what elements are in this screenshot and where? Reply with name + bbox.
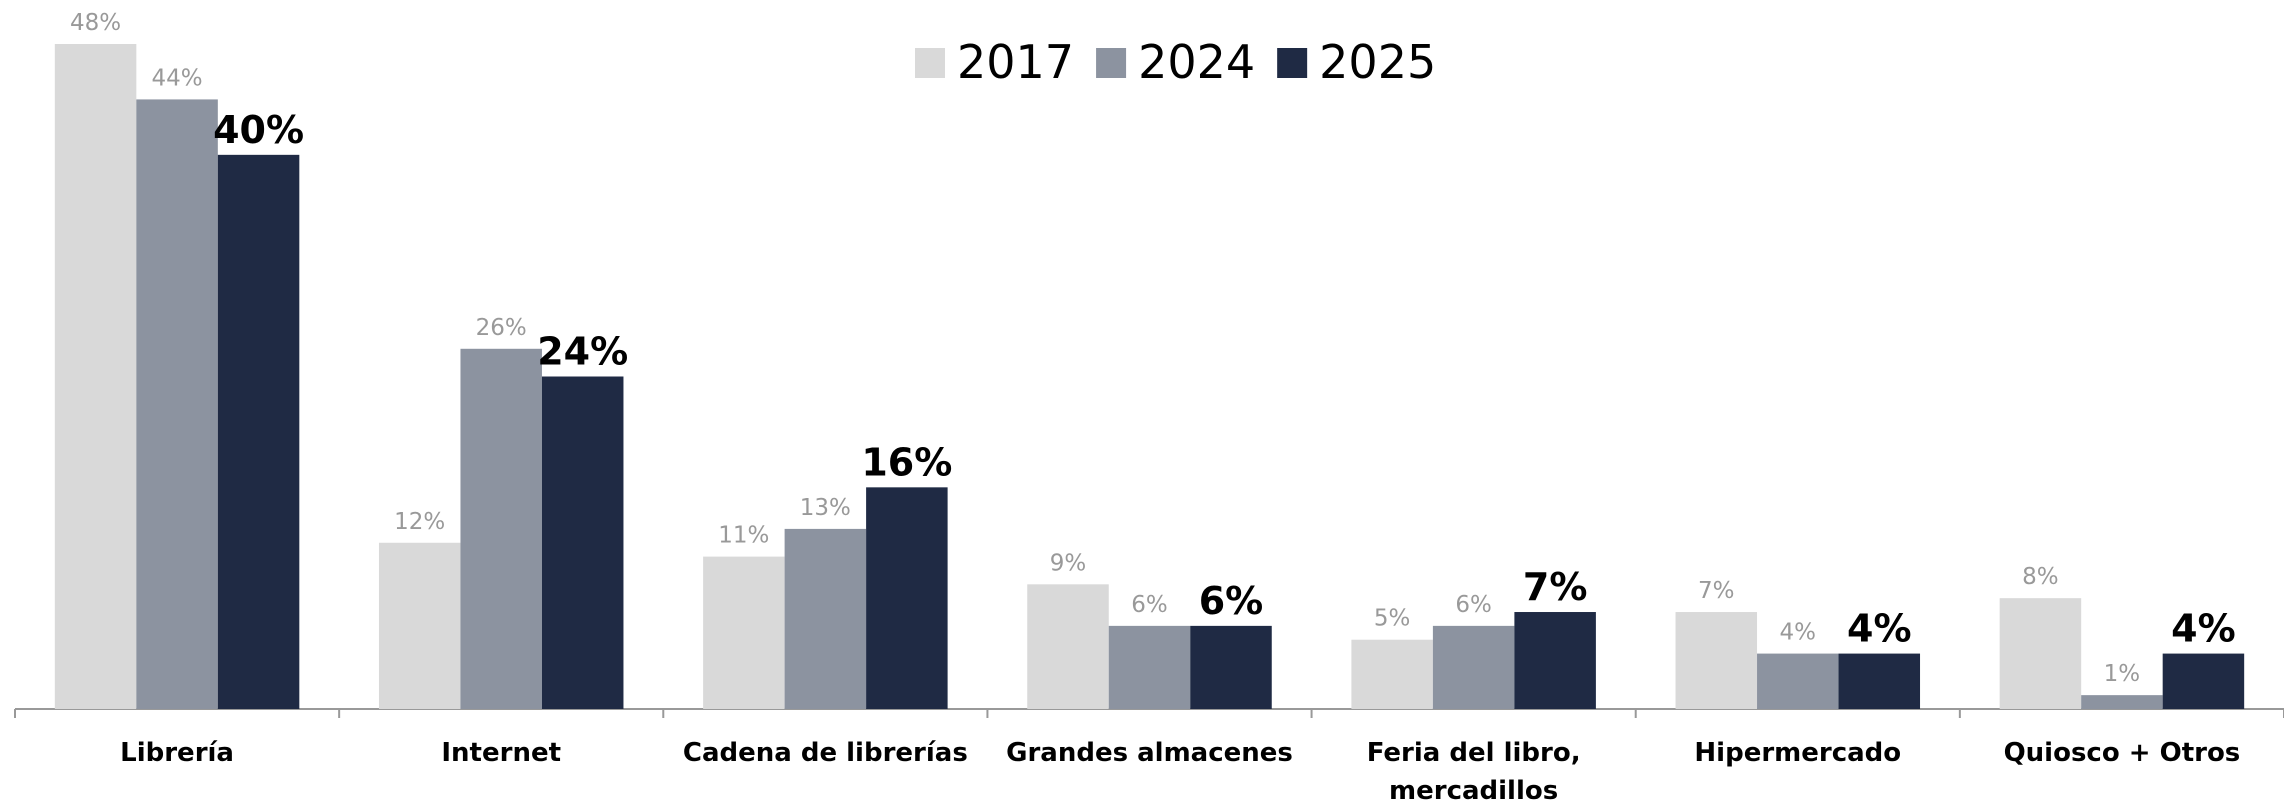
bar [866, 487, 948, 709]
x-tick-label: Hipermercado [1694, 738, 1902, 768]
bar [1351, 639, 1433, 709]
value-label: 5% [1374, 606, 1411, 632]
value-label: 1% [2104, 661, 2141, 687]
bar [378, 542, 461, 709]
bar [1027, 584, 1109, 709]
value-label: 24% [537, 330, 628, 374]
bar [1757, 653, 1839, 709]
bar [136, 99, 218, 709]
x-tick-label: Grandes almacenes [1006, 738, 1293, 768]
value-label: 12% [394, 509, 445, 535]
x-tick-label: Feria del libro, mercadillos [1366, 738, 1581, 803]
value-label: 6% [1455, 592, 1492, 618]
bar [1108, 625, 1191, 709]
value-label: 16% [861, 440, 952, 484]
value-label: 6% [1199, 579, 1264, 623]
x-tick-label: Librería [120, 738, 234, 768]
legend-swatch [1277, 48, 1308, 78]
bar [541, 376, 624, 709]
bar [1838, 653, 1921, 709]
value-label: 4% [1780, 620, 1817, 646]
legend-label: 2024 [1138, 35, 1255, 89]
bar [1514, 612, 1596, 709]
value-label: 4% [1847, 607, 1912, 651]
x-tick-label: Internet [441, 738, 562, 768]
legend-swatch [1096, 48, 1127, 78]
bar [1432, 625, 1515, 709]
x-tick-label: Quiosco + Otros [2003, 738, 2241, 768]
bar [1999, 598, 2082, 709]
value-label: 26% [476, 315, 527, 341]
value-label: 4% [2171, 607, 2236, 651]
bar [703, 556, 785, 709]
bar [1190, 625, 1272, 709]
value-label: 40% [213, 108, 304, 152]
bar [54, 44, 137, 709]
bar [1675, 612, 1758, 709]
value-label: 48% [70, 10, 121, 36]
value-label: 11% [718, 523, 769, 549]
value-label: 9% [1050, 550, 1087, 576]
value-label: 44% [152, 65, 203, 91]
bar [2081, 695, 2163, 709]
value-label: 7% [1698, 578, 1735, 604]
value-label: 7% [1523, 565, 1588, 609]
x-tick-label: Cadena de librerías [682, 738, 968, 768]
bar [217, 154, 300, 710]
value-label: 6% [1131, 592, 1168, 618]
value-label: 13% [800, 495, 851, 521]
bar [460, 348, 542, 709]
legend-swatch [915, 48, 945, 78]
legend-label: 2017 [957, 35, 1074, 89]
bar [784, 528, 867, 709]
value-label: 8% [2022, 564, 2059, 590]
bar [2162, 653, 2245, 709]
legend-label: 2025 [1319, 35, 1436, 89]
